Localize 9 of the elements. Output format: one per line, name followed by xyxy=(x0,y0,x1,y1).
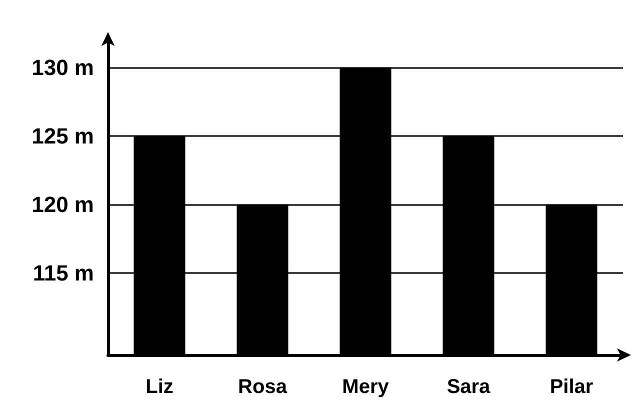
x-tick-label: Sara xyxy=(446,376,492,398)
y-tick-label: 115 m xyxy=(32,260,94,286)
x-tick-label: Rosa xyxy=(238,376,288,398)
x-tick-label: Pilar xyxy=(550,376,594,398)
y-tick-label: 130 m xyxy=(32,54,94,80)
x-tick-label: Mery xyxy=(342,376,390,398)
x-tick-label: Liz xyxy=(146,376,174,398)
y-tick-label: 120 m xyxy=(32,192,94,217)
y-tick-label: 125 m xyxy=(32,123,94,148)
